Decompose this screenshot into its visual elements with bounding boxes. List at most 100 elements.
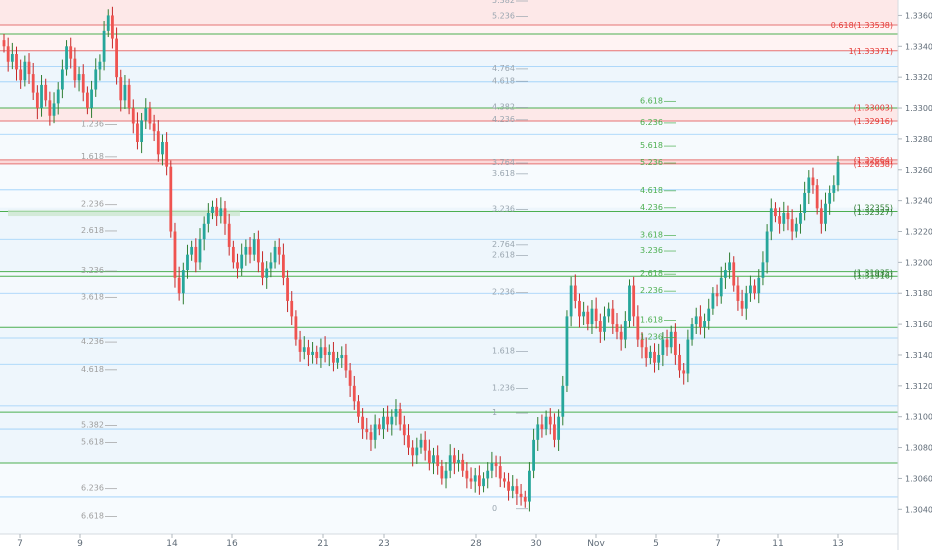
candle-body-73 <box>307 347 310 355</box>
candle-body-83 <box>348 370 352 386</box>
candle-body-182 <box>761 262 765 278</box>
candle-body-96 <box>402 424 406 436</box>
price-tick-label-13: 1.31000 <box>905 413 932 422</box>
candle-body-124 <box>519 493 523 497</box>
candle-body-153 <box>640 339 644 348</box>
candle-body-12 <box>52 103 56 116</box>
candle-body-127 <box>532 439 535 471</box>
candle-body-156 <box>653 351 656 363</box>
candle-body-197 <box>824 203 827 224</box>
candle-body-185 <box>774 208 777 217</box>
fib-lines-layer <box>0 24 898 498</box>
candle-body-31 <box>131 108 135 124</box>
mid-fib-label-3: 4.618 <box>492 76 515 85</box>
candle-body-85 <box>357 401 360 417</box>
mid-fib-label-8: 3.236 <box>492 204 515 213</box>
candle-body-196 <box>819 208 823 224</box>
candle-body-28 <box>119 77 123 101</box>
candle-body-176 <box>736 285 740 301</box>
candle-body-105 <box>440 466 444 479</box>
candles-layer <box>2 6 840 512</box>
candle-body-150 <box>628 285 631 322</box>
price-axis[interactable]: 1.33600 1.33400 1.33200 1.33000 1.32800 1.326… <box>898 11 932 514</box>
candle-body-98 <box>411 447 415 456</box>
price-tick-label-1: 1.33400 <box>905 42 932 51</box>
candle-body-11 <box>48 100 52 116</box>
candle-body-146 <box>611 308 615 325</box>
candle-body-94 <box>394 408 398 417</box>
candle-body-89 <box>373 424 377 440</box>
candle-body-7 <box>31 74 35 93</box>
green-tag-1: (1.32327) <box>854 208 893 217</box>
candle-body-6 <box>27 61 31 75</box>
candle-body-144 <box>603 316 606 332</box>
candle-body-110 <box>461 459 465 471</box>
mid-fib-label-9: 2.764 <box>492 240 515 249</box>
candle-body-131 <box>548 416 552 425</box>
mid-fib-label-2: 4.764 <box>492 64 515 73</box>
candle-body-125 <box>523 496 527 502</box>
candle-body-195 <box>815 185 819 209</box>
mid-fib-label-12: 1.618 <box>492 346 515 355</box>
mid-fib-label-5: 4.236 <box>492 115 515 124</box>
candle-body-194 <box>811 177 815 186</box>
price-tick-label-2: 1.33200 <box>905 73 932 82</box>
candle-body-14 <box>60 69 64 90</box>
candle-body-86 <box>361 416 365 430</box>
candle-body-95 <box>398 408 402 425</box>
right-fib-label-1: 6.236 <box>640 118 663 127</box>
candle-body-116 <box>486 470 490 479</box>
candle-body-157 <box>657 354 661 363</box>
candle-body-189 <box>790 219 794 232</box>
price-tick-label-3: 1.33000 <box>905 104 932 113</box>
candle-body-99 <box>415 447 419 456</box>
candle-body-63 <box>265 268 269 278</box>
candle-body-193 <box>807 177 811 193</box>
candle-body-46 <box>194 246 198 263</box>
left-fib-label-10: 6.236 <box>81 484 104 493</box>
candle-body-18 <box>77 74 81 81</box>
candle-body-5 <box>23 61 27 81</box>
candle-body-147 <box>615 324 619 332</box>
candle-body-101 <box>423 439 427 451</box>
time-axis[interactable]: 7 9 14 16 21 23 28 30 Nov 5 7 11 13 <box>17 534 844 549</box>
mid-fib-label-13: 1.236 <box>492 383 515 392</box>
candle-body-152 <box>636 316 640 340</box>
candle-body-13 <box>56 89 60 104</box>
candle-body-135 <box>565 316 569 386</box>
candle-body-191 <box>799 212 802 224</box>
mid-fib-label-14: 1 <box>492 408 497 417</box>
candle-body-61 <box>256 239 260 263</box>
candle-body-112 <box>469 478 473 482</box>
candle-body-138 <box>578 300 581 317</box>
time-tick-label-3: 16 <box>226 539 238 549</box>
candle-body-119 <box>498 466 502 479</box>
time-tick-label-12: 13 <box>832 539 843 549</box>
candle-body-164 <box>686 339 690 374</box>
left-fib-label-9: 5.618 <box>81 437 104 446</box>
time-tick-label-8: Nov <box>587 539 605 549</box>
candle-body-71 <box>298 339 302 352</box>
candle-body-87 <box>365 429 369 433</box>
green-tag-3: (1.31916) <box>854 271 893 280</box>
time-tick-label-0: 7 <box>17 539 23 549</box>
candle-body-158 <box>661 339 665 355</box>
candle-body-129 <box>540 424 544 430</box>
candle-body-80 <box>336 358 339 363</box>
candle-body-17 <box>73 58 77 81</box>
candle-body-199 <box>832 185 836 193</box>
left-fib-label-4: 3.236 <box>81 266 104 275</box>
candle-body-69 <box>290 300 294 317</box>
fib-band-2 <box>0 50 898 108</box>
mid-fib-label-7: 3.618 <box>492 169 515 178</box>
candle-body-39 <box>165 141 169 167</box>
candle-body-155 <box>648 351 652 359</box>
candle-body-58 <box>244 246 248 255</box>
candle-body-40 <box>169 166 173 232</box>
candle-body-128 <box>536 424 540 440</box>
candle-body-97 <box>407 435 410 448</box>
candle-body-65 <box>273 246 277 263</box>
candle-body-68 <box>286 277 289 301</box>
